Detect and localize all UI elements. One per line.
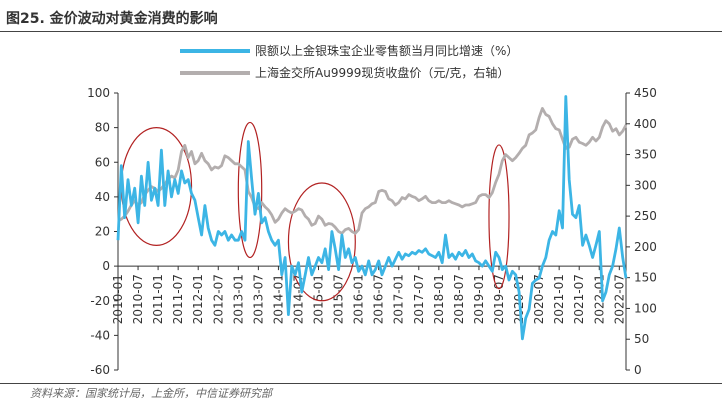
- x-tick-label: 2020-07: [532, 274, 546, 324]
- y-right-tick-label: 400: [634, 117, 657, 131]
- series-group: [116, 95, 628, 341]
- x-tick-label: 2012-07: [211, 274, 225, 324]
- x-tick-label: 2011-01: [151, 274, 165, 324]
- highlight-ellipse-3: [287, 182, 356, 302]
- y-left-tick-label: -40: [90, 328, 110, 342]
- y-left-tick-label: -60: [90, 363, 110, 377]
- y-right-tick-label: 350: [634, 148, 657, 162]
- legend-label-retail: 限额以上金银珠宝企业零售额当月同比增速（%）: [255, 43, 518, 58]
- y-right-tick-label: 250: [634, 209, 657, 223]
- y-left-tick-label: -20: [90, 294, 110, 308]
- legend: 限额以上金银珠宝企业零售额当月同比增速（%） 上海金交所Au9999现货收盘价（…: [180, 43, 518, 80]
- legend-label-gold: 上海金交所Au9999现货收盘价（元/克，右轴）: [255, 65, 509, 80]
- y-right-tick-label: 0: [634, 363, 642, 377]
- highlight-ellipse-2: [237, 121, 263, 259]
- x-tick-label: 2018-07: [452, 274, 466, 324]
- x-tick-label: 2013-07: [251, 274, 265, 324]
- x-tick-label: 2019-07: [492, 274, 506, 324]
- x-tick-label: 2017-07: [412, 274, 426, 324]
- series-line-retail-growth: [116, 95, 628, 341]
- x-tick-label: 2019-01: [472, 274, 486, 324]
- series-line-gold-price: [117, 107, 628, 235]
- x-tick-label: 2017-01: [392, 274, 406, 324]
- x-tick-label: 2021-07: [572, 274, 586, 324]
- y-right-tick-label: 150: [634, 271, 657, 285]
- chart-title: 图25. 金价波动对黄金消费的影响: [6, 11, 218, 27]
- y-right-tick-label: 200: [634, 240, 657, 254]
- x-tick-label: 2021-01: [552, 274, 566, 324]
- x-tick-label: 2014-01: [271, 274, 285, 324]
- x-tick-label: 2016-01: [352, 274, 366, 324]
- x-tick-label: 2011-07: [171, 274, 185, 324]
- axes-group: -60 -40 -20 0 20 40 60 80 100 0 50 100 150 200 250 300 3…: [87, 86, 657, 377]
- y-left-tick-label: 20: [95, 225, 110, 239]
- title-divider: [0, 31, 722, 32]
- y-left-tick-label: 0: [102, 259, 110, 273]
- x-tick-label: 2016-07: [372, 274, 386, 324]
- y-left-tick-label: 100: [87, 86, 110, 100]
- y-right-tick-label: 50: [634, 332, 649, 346]
- annotations-group: [120, 121, 510, 302]
- x-tick-label: 2022-07: [612, 274, 626, 324]
- x-tick-label: 2012-01: [191, 274, 205, 324]
- y-right-tick-label: 450: [634, 86, 657, 100]
- y-left-tick-label: 40: [95, 190, 110, 204]
- x-tick-label: 2010-07: [131, 274, 145, 324]
- y-right-tick-label: 100: [634, 301, 657, 315]
- highlight-ellipse-1: [120, 127, 193, 246]
- y-left-tick-label: 80: [95, 121, 110, 135]
- x-tick-label: 2015-07: [332, 274, 346, 324]
- x-tick-label: 2018-01: [432, 274, 446, 324]
- footer-divider: [0, 383, 722, 384]
- x-tick-label: 2015-01: [312, 274, 326, 324]
- y-right-tick-label: 300: [634, 178, 657, 192]
- y-left-tick-label: 60: [95, 155, 110, 169]
- highlight-ellipse-4: [488, 144, 510, 290]
- x-tick-label: 2010-01: [111, 274, 125, 324]
- source-note: 资料来源：国家统计局，上金所，中信证券研究部: [30, 387, 272, 400]
- x-tick-label: 2013-01: [231, 274, 245, 324]
